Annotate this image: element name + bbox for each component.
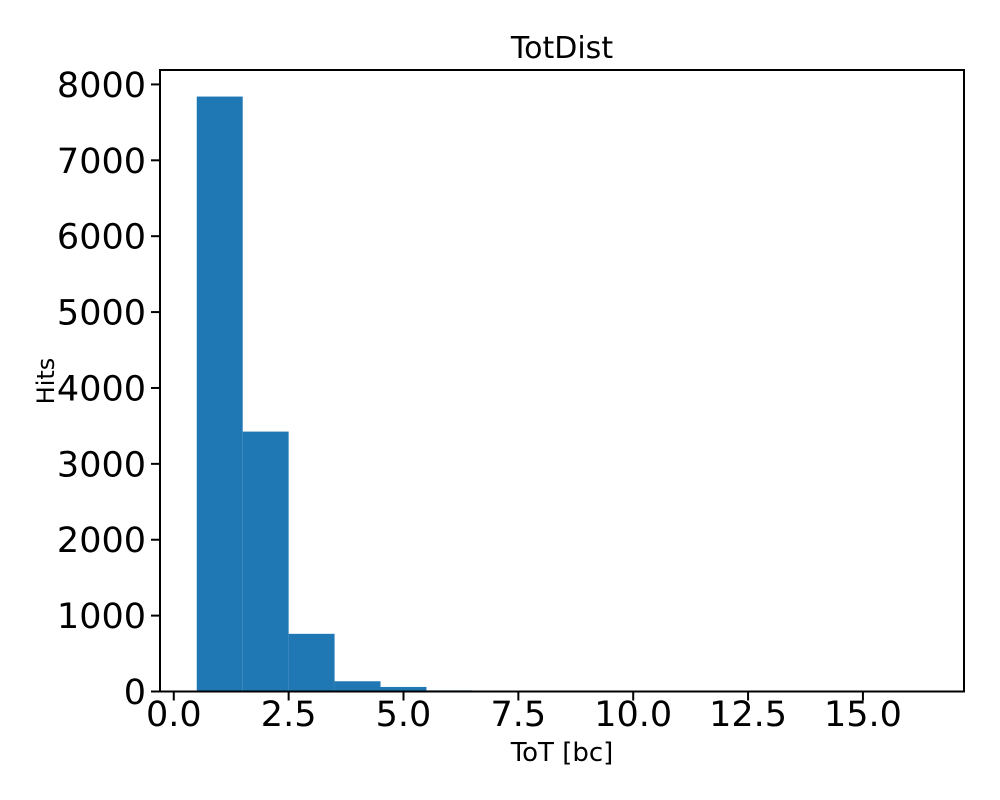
histogram-bar bbox=[334, 681, 381, 692]
y-tick-label: 2000 bbox=[57, 521, 146, 561]
x-tick-label: 12.5 bbox=[709, 695, 787, 735]
y-tick-label: 6000 bbox=[57, 218, 146, 258]
histogram-bar bbox=[380, 686, 427, 692]
y-tick-label: 7000 bbox=[57, 142, 146, 182]
histogram-bar bbox=[196, 96, 243, 692]
x-tick-label: 7.5 bbox=[491, 695, 547, 735]
axes-spines bbox=[159, 69, 965, 693]
y-axis-label: Hits bbox=[32, 357, 60, 405]
y-tick-label: 0 bbox=[124, 673, 146, 713]
y-tick-label: 5000 bbox=[57, 294, 146, 334]
y-tick-label: 1000 bbox=[57, 597, 146, 637]
x-tick-label: 15.0 bbox=[824, 695, 902, 735]
y-tick-label: 3000 bbox=[57, 445, 146, 485]
x-tick-label: 2.5 bbox=[261, 695, 317, 735]
x-tick-label: 5.0 bbox=[376, 695, 432, 735]
chart-title: TotDist bbox=[510, 31, 614, 66]
x-tick-label: 10.0 bbox=[594, 695, 672, 735]
x-axis-label: ToT [bc] bbox=[510, 738, 614, 768]
y-tick-label: 4000 bbox=[57, 369, 146, 409]
x-tick-label: 0.0 bbox=[146, 695, 202, 735]
histogram-bar bbox=[288, 633, 335, 692]
y-tick-label: 8000 bbox=[57, 66, 146, 106]
histogram-bar bbox=[242, 431, 289, 692]
